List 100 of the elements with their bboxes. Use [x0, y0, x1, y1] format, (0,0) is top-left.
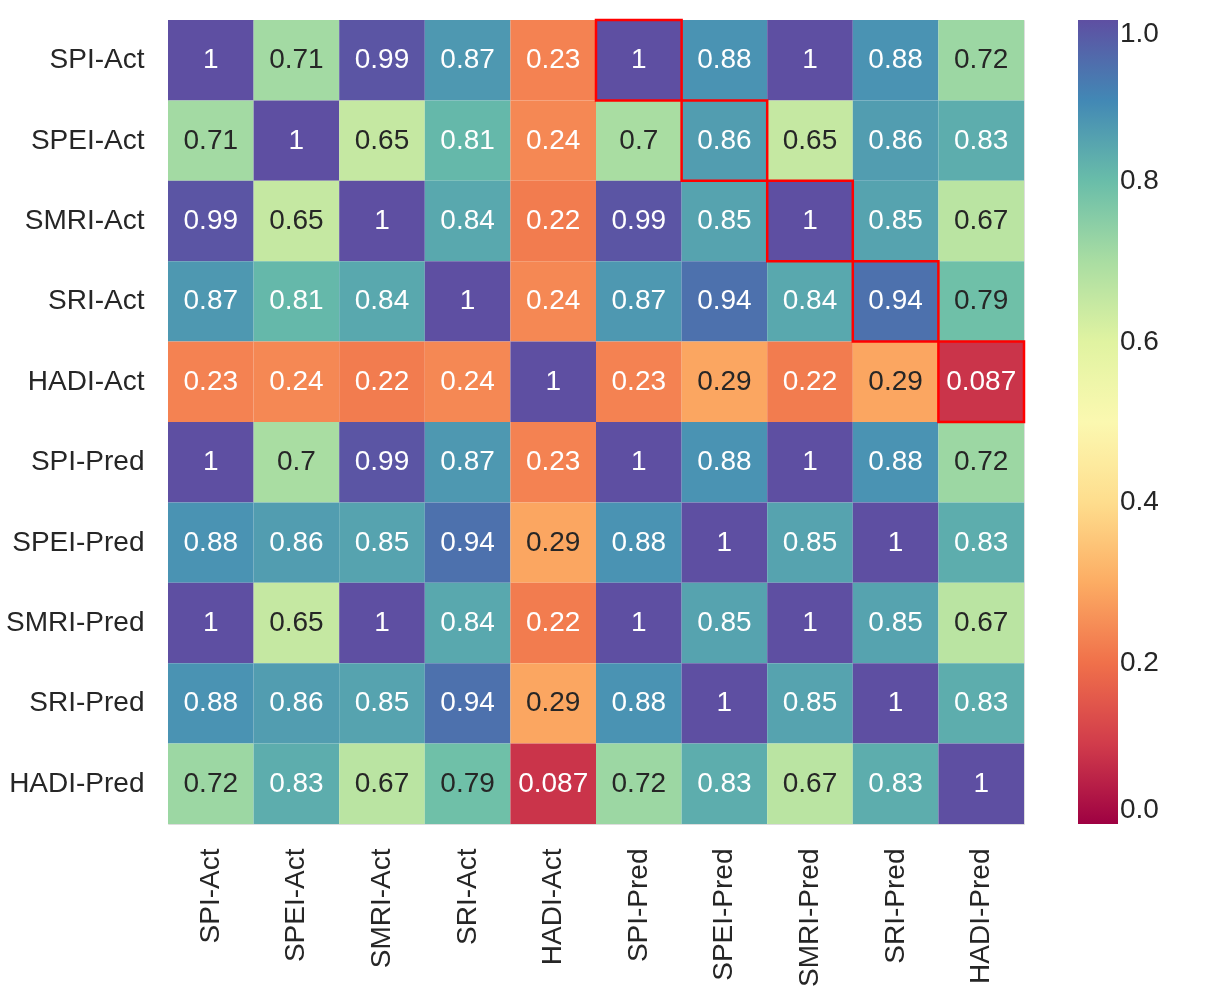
data-label: 0.29: [525, 686, 581, 718]
color-bar-label: 0.8: [1120, 163, 1159, 195]
data-label: 0.71: [269, 43, 324, 75]
data-label: 0.23: [525, 43, 581, 75]
data-label: 1: [374, 606, 390, 637]
data-label: 1: [887, 525, 904, 557]
data-label: 0.94: [440, 525, 495, 557]
data-label: 0.67: [354, 766, 410, 798]
data-label: 1: [545, 364, 561, 396]
y-tick-label: SPI-Pred: [30, 445, 145, 477]
data-label: 0.99: [354, 445, 410, 477]
data-label: 0.87: [440, 445, 495, 477]
data-label: 0.22: [354, 364, 410, 396]
data-label: 0.22: [525, 204, 581, 235]
x-tick-label: HADI-Pred: [964, 848, 996, 984]
data-label: 0.86: [697, 123, 752, 155]
color-bar-label: 0.2: [1120, 646, 1159, 678]
data-label: 0.65: [269, 204, 324, 235]
data-label: 0.29: [868, 364, 923, 396]
data-label: 0.71: [183, 123, 239, 155]
data-label: 1: [374, 204, 390, 235]
data-label: 1: [802, 445, 818, 477]
y-tick-label: SMRI-Act: [24, 204, 145, 235]
data-label: 0.88: [611, 686, 667, 718]
data-label: 0.85: [697, 606, 752, 637]
data-label: 0.88: [611, 525, 667, 557]
data-label: 0.94: [697, 284, 752, 316]
data-label: 0.7: [619, 123, 659, 155]
data-label: 0.84: [440, 204, 495, 235]
data-label: 1: [203, 43, 219, 75]
data-label: 0.87: [440, 43, 495, 75]
data-label: 0.99: [354, 43, 410, 75]
color-bar-label: 0.6: [1120, 324, 1159, 356]
data-label: 0.86: [868, 123, 923, 155]
x-tick-label: SPI-Act: [193, 848, 225, 944]
data-label: 0.83: [953, 123, 1009, 155]
data-label: 1: [631, 445, 647, 477]
data-label: 0.88: [183, 686, 239, 718]
data-label: 1: [887, 686, 904, 718]
data-label: 0.67: [953, 204, 1009, 235]
data-label: 1: [631, 606, 647, 637]
y-tick-label: SPEI-Pred: [12, 525, 145, 557]
data-label: 0.83: [697, 766, 752, 798]
y-tick-label: SMRI-Pred: [6, 606, 145, 637]
data-label: 0.88: [697, 43, 752, 75]
data-label: 0.72: [953, 445, 1009, 477]
data-label: 0.94: [868, 284, 923, 316]
data-label: 0.99: [611, 204, 667, 235]
data-label: 0.83: [953, 686, 1009, 718]
data-label: 0.84: [354, 284, 410, 316]
data-label: 0.85: [354, 686, 410, 718]
data-label: 0.22: [525, 606, 581, 637]
x-tick-label: SMRI-Pred: [793, 848, 824, 987]
data-label: 1: [716, 525, 733, 557]
data-label: 0.87: [611, 284, 667, 316]
data-label: 0.67: [953, 606, 1009, 637]
data-label: 0.67: [782, 766, 838, 798]
y-tick-label: HADI-Act: [27, 364, 145, 396]
data-label: 0.94: [440, 686, 495, 718]
data-label: 0.81: [440, 123, 495, 155]
data-label: 0.81: [269, 284, 324, 316]
y-tick-label: SPI-Act: [49, 43, 145, 75]
data-label: 0.84: [440, 606, 495, 637]
y-tick-label: SRI-Pred: [29, 686, 145, 718]
x-tick-label: SPEI-Pred: [707, 848, 739, 981]
x-tick-label: SPI-Pred: [621, 848, 653, 963]
data-label: 0.29: [525, 525, 581, 557]
data-label: 0.23: [525, 445, 581, 477]
data-label: 1: [459, 284, 476, 316]
color-bar-label: 0.0: [1120, 793, 1159, 824]
data-label: 0.88: [697, 445, 752, 477]
data-label: 0.65: [354, 123, 410, 155]
data-label: 1: [716, 686, 733, 718]
data-label: 0.24: [525, 123, 581, 155]
data-label: 0.7: [276, 445, 316, 477]
data-label: 0.85: [354, 525, 410, 557]
data-label: 0.79: [440, 766, 495, 798]
y-tick-label: SPEI-Act: [30, 123, 145, 155]
data-label: 1: [203, 606, 219, 637]
data-label: 0.85: [697, 204, 752, 235]
data-label: 0.85: [868, 606, 923, 637]
data-label: 0.88: [868, 43, 923, 75]
data-label: 0.83: [953, 525, 1009, 557]
y-tick-label: SRI-Act: [48, 284, 145, 316]
data-label: 0.65: [269, 606, 324, 637]
x-tick-label: SPEI-Act: [279, 848, 311, 963]
data-label: 0.86: [269, 686, 324, 718]
data-label: 0.85: [782, 686, 838, 718]
data-label: 0.23: [183, 364, 239, 396]
data-label: 0.23: [611, 364, 667, 396]
data-label: 0.29: [697, 364, 752, 396]
x-tick-label: HADI-Act: [536, 848, 568, 966]
data-label: 0.83: [269, 766, 324, 798]
data-label: 0.087: [518, 766, 589, 798]
data-label: 1: [288, 123, 305, 155]
data-label: 0.83: [868, 766, 923, 798]
data-label: 0.72: [611, 766, 667, 798]
data-label: 1: [802, 204, 818, 235]
data-label: 0.85: [868, 204, 923, 235]
data-label: 0.24: [440, 364, 495, 396]
